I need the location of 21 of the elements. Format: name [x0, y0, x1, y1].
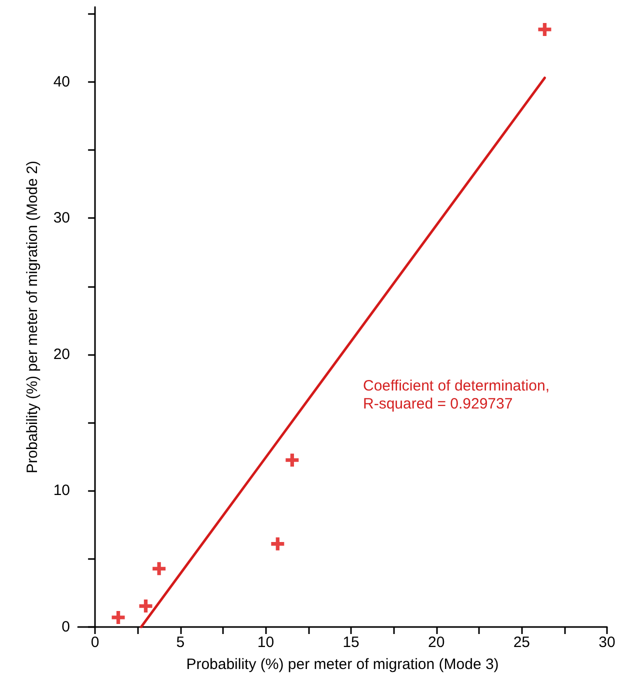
point: [286, 454, 299, 467]
x-tick-label: 15: [342, 634, 360, 651]
point: [139, 600, 152, 613]
x-tick-label: 20: [428, 634, 445, 651]
x-tick-label: 10: [257, 634, 274, 651]
point: [271, 537, 284, 550]
x-tick-label: 25: [513, 634, 530, 651]
point: [112, 610, 125, 624]
point: [538, 22, 552, 36]
y-tick-label: 0: [62, 618, 70, 636]
x-tick-label: 0: [90, 634, 100, 651]
x-tick-label: 30: [598, 634, 616, 651]
y-tick-label: 20: [53, 346, 70, 363]
y-tick-label: 10: [53, 482, 70, 500]
annotation: Coefficient of determination, R-squared = 0.929737: [363, 378, 550, 412]
x-tick-label: 5: [176, 634, 185, 651]
y-axis-title: Probability (%) per meter of migration (Mode 2): [24, 160, 41, 474]
x-axis-title: Probability (%) per meter of migration (Mode 3): [186, 656, 499, 673]
y-tick-label: 30: [53, 210, 70, 227]
point: [152, 562, 166, 576]
y-tick-label: 40: [53, 73, 70, 90]
